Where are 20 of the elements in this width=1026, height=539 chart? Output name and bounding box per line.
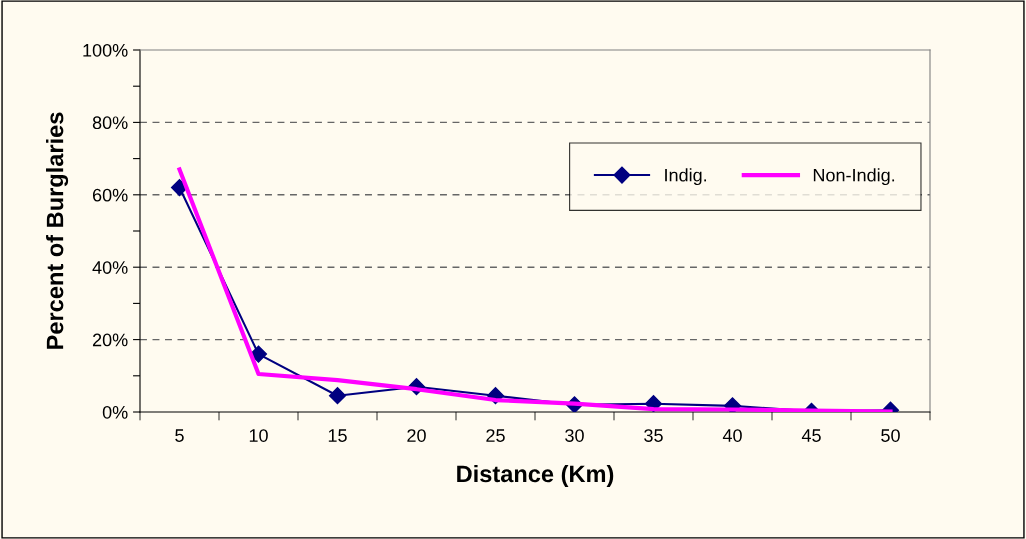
legend-label: Non-Indig. [813, 168, 895, 186]
y-axis-title: Percent of Burglaries [46, 112, 69, 349]
y-tick-label: 40% [92, 261, 128, 274]
x-tick-label: 45 [801, 429, 821, 442]
y-tick-label: 60% [92, 188, 128, 202]
x-tick-label: 50 [881, 429, 900, 442]
y-tick-label: 100% [83, 43, 128, 57]
x-tick-label: 35 [644, 429, 663, 442]
legend-label: Indig. [665, 168, 707, 186]
x-tick-label: 10 [249, 429, 268, 442]
y-tick-label: 80% [92, 116, 128, 130]
y-tick-label: 20% [92, 333, 128, 347]
x-tick-label: 25 [486, 429, 505, 442]
x-tick-label: 40 [722, 429, 742, 442]
y-tick-label: 0% [102, 405, 128, 419]
x-tick-label: 15 [328, 429, 347, 442]
x-tick-label: 30 [565, 429, 584, 442]
x-tick-label: 5 [175, 429, 184, 442]
x-axis-title: Distance (Km) [457, 464, 614, 487]
x-tick-label: 20 [407, 429, 426, 442]
